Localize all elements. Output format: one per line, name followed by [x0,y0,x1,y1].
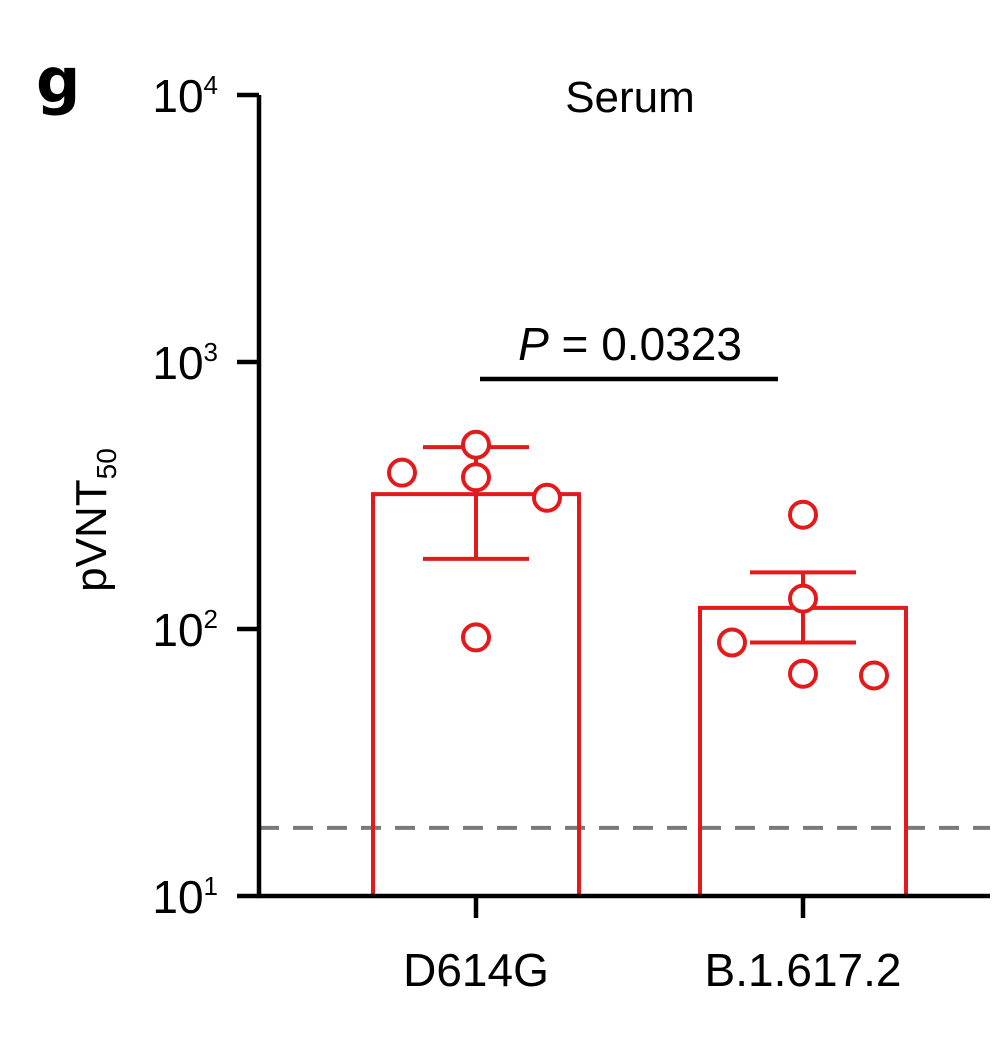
panel-label: g [36,44,80,117]
y-axis-label-subscript: 50 [91,448,122,479]
x-axis-labels: D614G B.1.617.2 [403,896,901,996]
data-point-0-4 [461,622,491,653]
axes-layer [256,95,990,899]
y-axis-label: pVNT50 [67,448,122,592]
data-point-0-1 [461,429,491,460]
data-point-1-0 [788,499,818,530]
p-value-text: = 0.0323 [549,318,742,370]
y-axis-label-main: pVNT [67,479,116,591]
chart-title: Serum [565,73,695,122]
data-point-1-2 [717,627,747,658]
points-layer [387,429,889,691]
x-tick-label-1: B.1.617.2 [705,944,902,996]
data-point-1-1 [788,583,818,614]
data-point-0-3 [532,482,562,513]
data-point-1-3 [788,658,818,689]
x-tick-label-0: D614G [403,944,549,996]
data-point-0-2 [461,462,491,493]
bars-layer [371,492,908,896]
y-tick-label-2: 103 [152,337,218,389]
y-axis-ticks: 101 102 103 104 [152,70,259,923]
p-value-annotation: P = 0.0323 [518,318,742,370]
data-point-0-0 [387,457,417,488]
y-tick-label-0: 101 [152,871,218,923]
p-value-label: P [518,318,549,370]
data-point-1-4 [859,660,889,691]
y-tick-label-1: 102 [152,604,218,656]
y-tick-label-3: 104 [152,70,218,122]
